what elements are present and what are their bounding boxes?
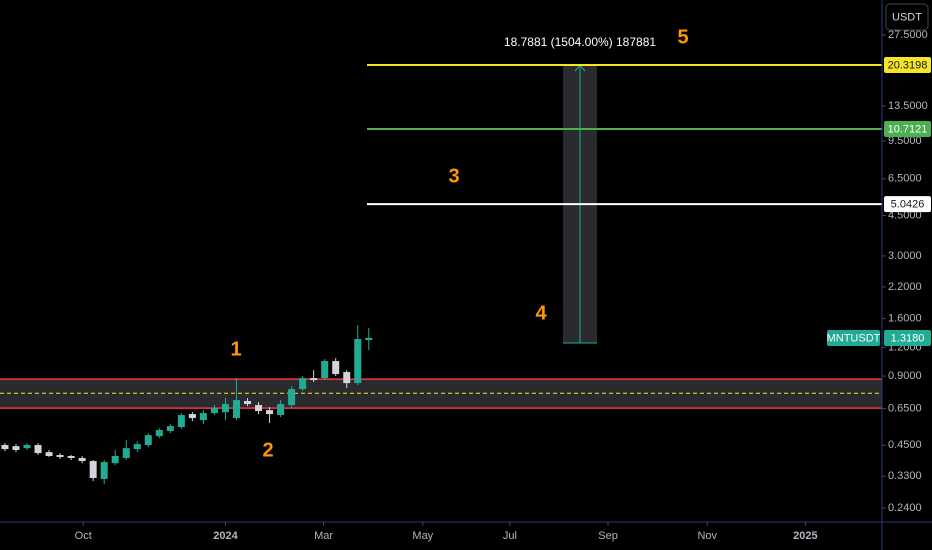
x-tick-label: Sep <box>598 530 618 542</box>
candle-body <box>67 455 75 458</box>
candle-body <box>365 338 373 341</box>
y-tick-label: 0.2400 <box>888 502 922 514</box>
y-tick-label: 13.5000 <box>888 100 928 112</box>
y-tick-label: 3.0000 <box>888 250 922 262</box>
currency-label[interactable]: USDT <box>892 11 922 23</box>
candle-body <box>321 361 329 379</box>
currency-button[interactable] <box>885 3 929 31</box>
annotation: 1 <box>230 338 241 360</box>
y-axis-bg <box>882 0 932 550</box>
x-tick-label: Oct <box>75 530 92 542</box>
measure-label: 18.7881 (1504.00%) 187881 <box>504 35 656 49</box>
level-tag-label: 20.3198 <box>888 59 928 71</box>
candle-body <box>122 448 130 458</box>
y-tick-label: 27.5000 <box>888 29 928 41</box>
candle-body <box>1 445 9 450</box>
candle-body <box>45 452 53 456</box>
candle-body <box>12 446 20 451</box>
x-tick-label: Mar <box>314 530 333 542</box>
y-tick-label: 1.6000 <box>888 313 922 325</box>
candle-body <box>133 444 141 450</box>
candle-body <box>144 435 152 446</box>
candle-body <box>343 372 351 384</box>
level-tag-label: 10.7121 <box>888 123 928 135</box>
y-tick-label: 0.4500 <box>888 439 922 451</box>
x-tick-label: Jul <box>503 530 517 542</box>
y-tick-label: 6.5000 <box>888 173 922 185</box>
annotation: 5 <box>677 26 688 48</box>
x-tick-label: Nov <box>697 530 717 542</box>
y-tick-label: 0.9000 <box>888 370 922 382</box>
y-tick-label: 0.3300 <box>888 470 922 482</box>
y-tick-label: 4.5000 <box>888 209 922 221</box>
symbol-tag <box>827 330 880 347</box>
candle-body <box>299 378 307 390</box>
price-tag-label: 1.3180 <box>891 332 925 344</box>
x-tick-label: May <box>412 530 433 542</box>
x-tick-label: 2025 <box>793 530 817 542</box>
candle-body <box>266 410 274 415</box>
y-tick-label: 2.2000 <box>888 281 922 293</box>
level-tag <box>884 196 931 213</box>
annotation: 2 <box>262 439 273 461</box>
candle-body <box>354 339 362 384</box>
candle-body <box>23 445 31 449</box>
level-tag <box>884 120 931 137</box>
candle-body <box>34 445 42 454</box>
candle-body <box>255 405 263 412</box>
annotation: 3 <box>448 165 459 187</box>
y-tick-label: 0.6500 <box>888 402 922 414</box>
candle-body <box>89 461 97 479</box>
candle-body <box>288 389 296 406</box>
annotation: 4 <box>535 302 547 324</box>
candle-body <box>166 426 174 432</box>
level-tag <box>884 57 931 74</box>
candle-body <box>244 401 252 405</box>
symbol-tag-label: MNTUSDT <box>827 332 881 344</box>
candle-body <box>310 378 318 381</box>
candle-body <box>332 361 340 375</box>
x-tick-label: 2024 <box>213 530 238 542</box>
y-tick-label: 9.5000 <box>888 135 922 147</box>
candle-body <box>177 415 185 428</box>
candle-body <box>199 413 207 421</box>
candle-body <box>111 455 119 464</box>
candle-body <box>232 400 240 419</box>
x-axis-bg <box>0 522 882 550</box>
candle-body <box>78 457 86 462</box>
candle-body <box>100 462 108 479</box>
candle-body <box>56 455 64 457</box>
candle-body <box>155 430 163 437</box>
candle-body <box>221 404 229 413</box>
candle-body <box>277 404 285 416</box>
price-tag <box>884 330 931 347</box>
candle-body <box>210 408 218 414</box>
candle-body <box>188 414 196 419</box>
level-tag-label: 5.0426 <box>891 199 925 211</box>
